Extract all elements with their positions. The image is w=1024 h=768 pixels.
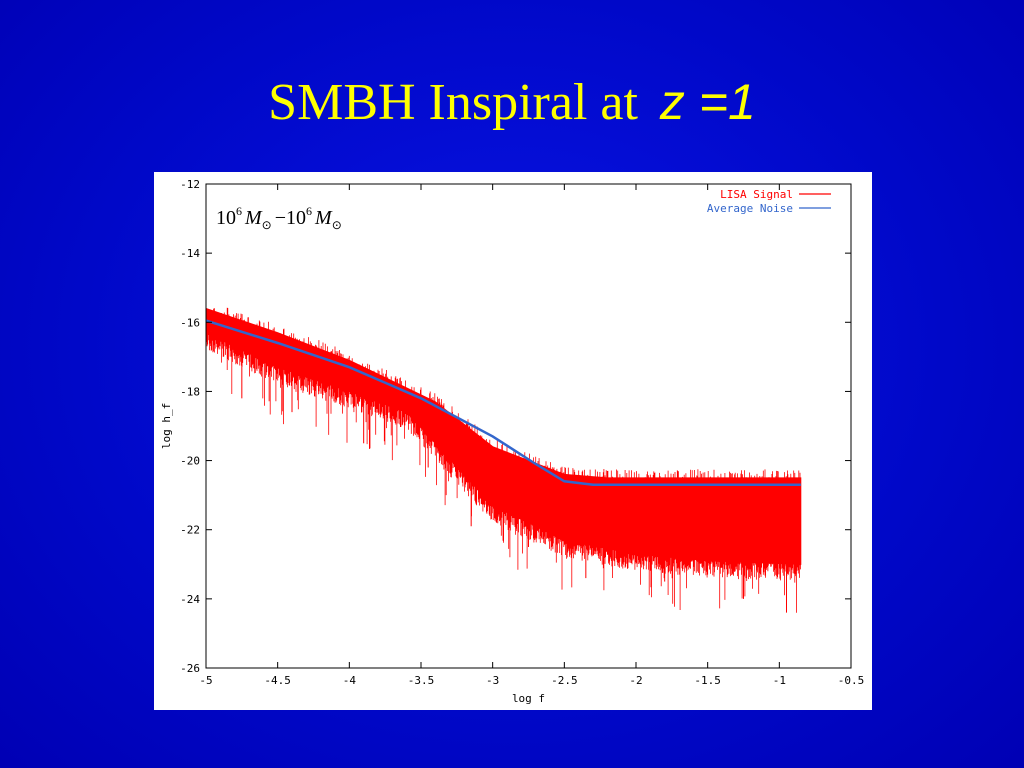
mass-1-symbol: M xyxy=(244,207,263,229)
tick-labels: -5 -4.5 -4 -3.5 -3 -2.5 -2 -1.5 -1 -0.5 -12 -14 -16 -… xyxy=(180,178,864,687)
x-tick-label: -4 xyxy=(343,674,357,687)
x-tick-label: -0.5 xyxy=(838,674,865,687)
y-tick-label: -18 xyxy=(180,385,200,398)
ticks-layer xyxy=(205,183,852,669)
mass-2-mantissa: 10 xyxy=(286,207,306,229)
lisa-strain-chart: -5 -4.5 -4 -3.5 -3 -2.5 -2 -1.5 -1 -0.5 -12 -14 -16 -… xyxy=(160,178,864,705)
y-tick-label: -22 xyxy=(180,524,200,537)
y-tick-label: -24 xyxy=(180,593,200,606)
x-tick-label: -2 xyxy=(629,674,642,687)
mass-1-mantissa: 10 xyxy=(216,207,236,229)
x-tick-label: -2.5 xyxy=(551,674,578,687)
title-text: SMBH Inspiral at xyxy=(268,74,638,131)
mass-1-sun: ⊙ xyxy=(262,218,272,232)
plot-panel: -5 -4.5 -4 -3.5 -3 -2.5 -2 -1.5 -1 -0.5 -12 -14 -16 -… xyxy=(154,172,872,710)
mass-operator: − xyxy=(275,207,286,229)
mass-annotation: 106 M⊙ −106 M⊙ xyxy=(216,204,342,232)
y-tick-label: -16 xyxy=(180,316,200,329)
x-tick-label: -3 xyxy=(486,674,499,687)
x-tick-label: -1 xyxy=(773,674,786,687)
legend-label-signal: LISA Signal xyxy=(720,188,793,201)
noise-line xyxy=(205,319,801,487)
x-tick-label: -5 xyxy=(199,674,212,687)
y-axis-label: log h_f xyxy=(160,403,173,449)
mass-1-exponent: 6 xyxy=(236,204,242,218)
legend-label-noise: Average Noise xyxy=(707,202,793,215)
x-tick-label: -3.5 xyxy=(408,674,435,687)
x-tick-label: -4.5 xyxy=(264,674,291,687)
title-redshift: z =1 xyxy=(659,74,756,130)
y-tick-label: -26 xyxy=(180,662,200,675)
mass-2-sun: ⊙ xyxy=(332,218,342,232)
y-tick-label: -14 xyxy=(180,247,200,260)
signal-layer xyxy=(205,306,802,613)
slide-title: SMBH Inspiral at z =1 xyxy=(0,70,1024,135)
y-tick-label: -20 xyxy=(180,455,200,468)
mass-2-exponent: 6 xyxy=(306,204,312,218)
plot-frame xyxy=(205,183,852,669)
y-tick-label: -12 xyxy=(180,178,200,191)
mass-2-symbol: M xyxy=(314,207,333,229)
noise-layer xyxy=(205,319,801,487)
x-tick-label: -1.5 xyxy=(694,674,721,687)
legend: LISA Signal Average Noise xyxy=(707,188,831,215)
x-axis-label: log f xyxy=(512,692,545,705)
